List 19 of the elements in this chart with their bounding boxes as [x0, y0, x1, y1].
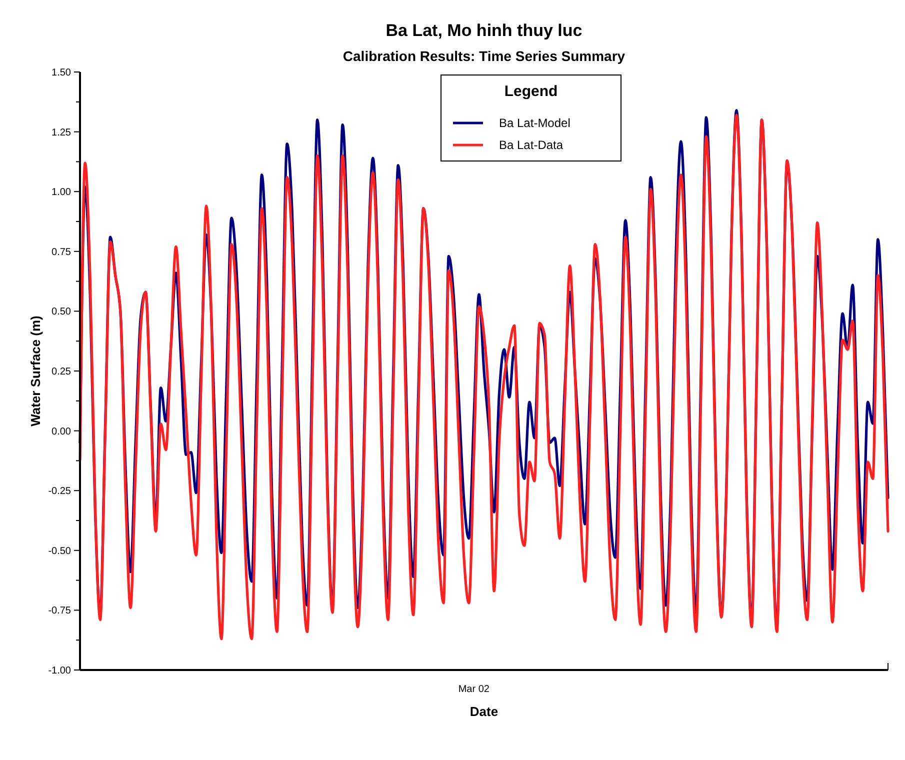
- legend-label: Ba Lat-Model: [499, 116, 570, 130]
- y-tick-label: 0.50: [52, 306, 72, 318]
- y-tick-label: 1.50: [52, 68, 72, 78]
- y-tick-label: 0.75: [52, 246, 72, 258]
- y-tick-label: 0.00: [52, 426, 72, 438]
- y-tick-label: -1.00: [48, 666, 72, 676]
- x-tick-label: Mar 02: [458, 684, 490, 695]
- y-tick-label: 0.25: [52, 366, 72, 378]
- y-tick-label: 1.25: [52, 127, 72, 138]
- legend-title: Legend: [504, 83, 558, 100]
- y-axis-title: Water Surface (m): [28, 316, 43, 426]
- y-tick-label: -0.50: [48, 546, 72, 557]
- legend-label: Ba Lat-Data: [499, 138, 564, 152]
- chart-subtitle: Calibration Results: Time Series Summary: [342, 48, 626, 64]
- y-tick-label: -0.25: [48, 486, 72, 498]
- y-tick-label: 1.00: [52, 187, 72, 198]
- chart-title: Ba Lat, Mo hinh thuy luc: [386, 21, 582, 40]
- x-axis-title: Date: [470, 704, 498, 719]
- y-tick-label: -0.75: [48, 606, 72, 617]
